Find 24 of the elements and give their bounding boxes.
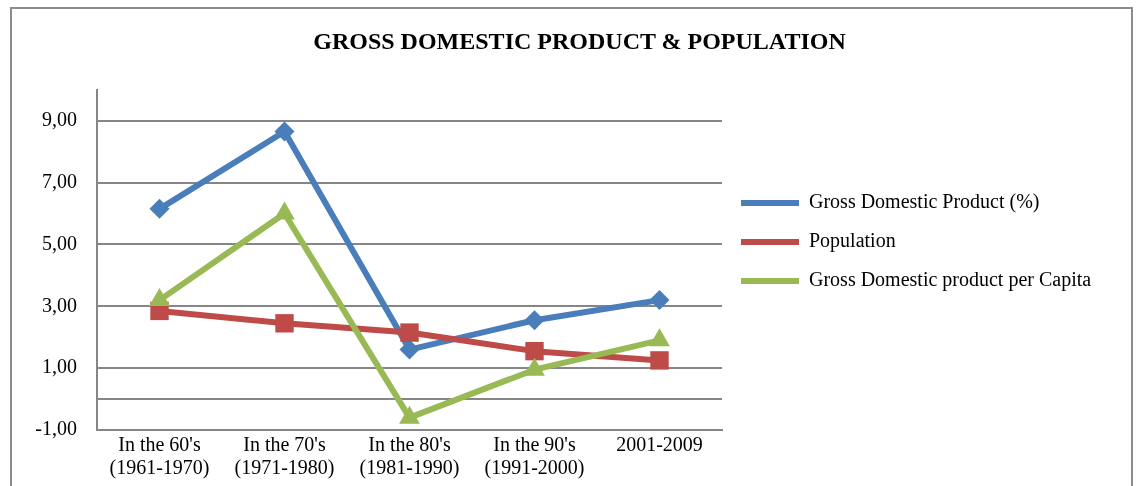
x-tick-label: In the 80's (1981-1990) [359, 432, 460, 479]
y-tick-label: 3,00 [42, 293, 77, 316]
point [650, 351, 669, 370]
point [274, 121, 295, 142]
point [525, 341, 544, 361]
y-tick-label: 5,00 [42, 231, 77, 254]
legend-label: Gross Domestic Product (%) [809, 190, 1040, 214]
y-tick-label: 9,00 [42, 107, 77, 130]
y-tick-label: -1,00 [35, 417, 77, 440]
point [524, 310, 545, 331]
point [649, 290, 670, 311]
point [149, 198, 170, 219]
x-tick-label: In the 70's (1971-1980) [234, 432, 335, 479]
y-tick-label: 7,00 [42, 169, 77, 192]
x-tick-label: 2001-2009 [616, 432, 703, 455]
legend-label: Gross Domestic product per Capita [809, 268, 1092, 292]
y-tick-label: 1,00 [42, 355, 77, 378]
point [399, 339, 420, 360]
x-tick-label: In the 90's (1991-2000) [484, 432, 585, 479]
chart-title: GROSS DOMESTIC PRODUCT & POPULATION [313, 27, 847, 54]
point [275, 314, 294, 333]
point [400, 323, 419, 342]
legend-label: Population [809, 229, 896, 253]
x-tick-label: In the 60's (1961-1970) [109, 432, 210, 479]
